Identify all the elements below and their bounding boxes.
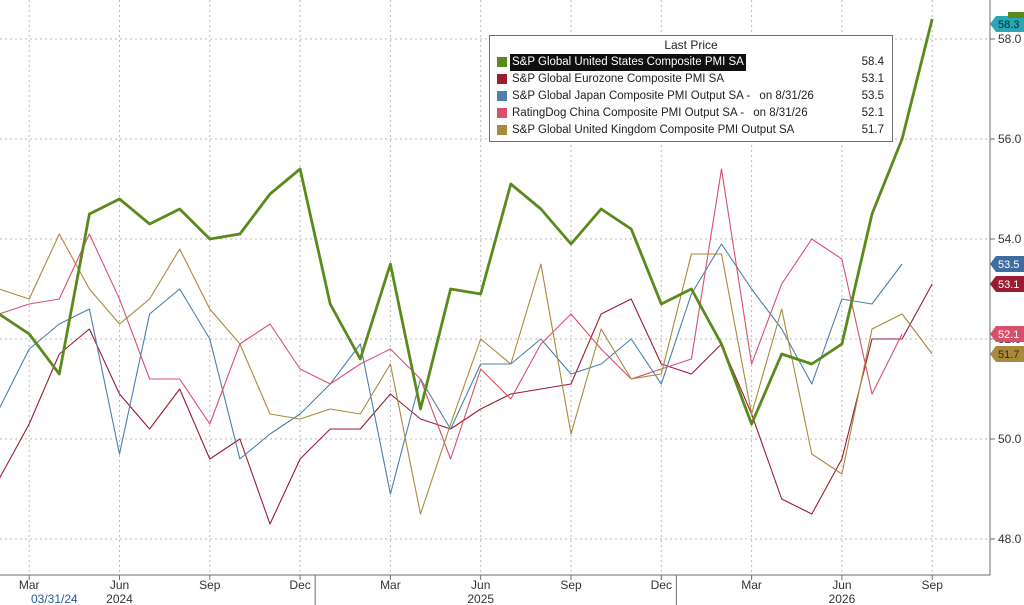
value-tag-label: 58.3 [998,19,1019,31]
x-tick-label: Sep [922,578,944,592]
legend-item-eurozone[interactable]: S&P Global Eurozone Composite PMI SA 53.… [490,71,892,88]
series-lines [0,18,934,525]
y-tick-label: 58.0 [998,32,1022,46]
value-tag-bg [990,326,1024,342]
year-label: 2026 [829,592,856,605]
value-tag: 53.1 [990,276,1024,292]
x-tick-label: Dec [289,578,310,592]
value-tag-bg [990,16,1024,32]
legend-value-japan: 53.5 [861,90,884,102]
value-tag-bg [990,346,1024,362]
legend-note-japan: on 8/31/26 [759,90,814,102]
series-line-2 [0,168,903,460]
value-tag: 52.1 [990,326,1024,342]
time-axis: Mar Jun Sep Dec Mar Jun Sep Dec Mar Jun Sep 2024 202… [0,574,990,605]
legend: Last Price S&P Global United States Comp… [489,35,893,142]
value-tag: 51.7 [990,346,1024,362]
legend-swatch-eurozone [497,74,507,84]
x-tick-label: Jun [110,578,129,592]
legend-title: Last Price [664,38,718,52]
legend-value-china: 52.1 [861,107,884,119]
x-tick-label: Mar [19,578,40,592]
legend-item-us[interactable]: S&P Global United States Composite PMI S… [490,54,892,71]
x-tick-label: Sep [560,578,582,592]
value-tag-label: 53.5 [998,259,1019,271]
y-tick-label: 56.0 [998,132,1022,146]
legend-item-uk[interactable]: S&P Global United Kingdom Composite PMI … [490,122,892,139]
start-date-label: 03/31/24 [31,592,78,605]
legend-label-uk: S&P Global United Kingdom Composite PMI … [512,124,795,136]
series-line-3 [0,233,933,515]
x-tick-label: Mar [380,578,401,592]
legend-item-china[interactable]: RatingDog China Composite PMI Output SA … [490,105,892,122]
legend-value-eurozone: 53.1 [861,73,884,85]
legend-swatch-china [497,108,507,118]
value-tag: 53.5 [990,256,1024,272]
y-tick-label: 50.0 [998,432,1022,446]
legend-swatch-us [497,57,507,67]
y-tick-label: 48.0 [998,532,1022,546]
legend-swatch-uk [497,125,507,135]
last-value-tags: 58.3 53.5 53.1 52.1 51.7 [990,12,1024,362]
x-tick-label: Jun [832,578,851,592]
value-tag-label: 52.1 [998,329,1019,341]
legend-label-eurozone: S&P Global Eurozone Composite PMI SA [512,73,725,85]
y-tick-label: 54.0 [998,232,1022,246]
x-tick-label: Mar [741,578,762,592]
us-tag-notch [1008,12,1024,18]
series-line-4 [0,18,934,426]
value-tag: 58.3 [990,16,1024,32]
value-tag-label: 51.7 [998,349,1019,361]
legend-label-china: RatingDog China Composite PMI Output SA … [512,107,745,119]
legend-note-china: on 8/31/26 [753,107,808,119]
value-tag-bg [990,276,1024,292]
x-tick-label: Sep [199,578,221,592]
series-line-1 [0,243,903,495]
legend-value-us: 58.4 [861,56,884,68]
legend-swatch-japan [497,91,507,101]
value-tag-label: 53.1 [998,279,1019,291]
value-tag-bg [990,256,1024,272]
legend-label-us: S&P Global United States Composite PMI S… [510,54,746,71]
x-tick-label: Dec [651,578,672,592]
legend-item-japan[interactable]: S&P Global Japan Composite PMI Output SA… [490,88,892,105]
legend-value-uk: 51.7 [861,124,884,136]
x-tick-label: Jun [471,578,490,592]
year-label: 2024 [106,592,133,605]
year-label: 2025 [467,592,494,605]
legend-label-japan: S&P Global Japan Composite PMI Output SA… [512,90,751,102]
